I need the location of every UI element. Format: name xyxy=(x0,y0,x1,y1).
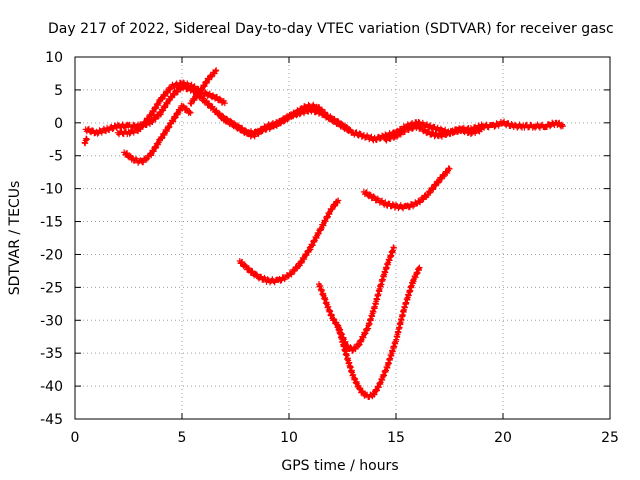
y-tick-label: -20 xyxy=(40,247,63,263)
series-track-start-dot xyxy=(81,135,90,147)
chart-title: Day 217 of 2022, Sidereal Day-to-day VTE… xyxy=(48,21,614,37)
y-tick-label: 0 xyxy=(54,116,63,132)
series-markers xyxy=(382,121,485,144)
data-series xyxy=(81,67,566,400)
y-tick-label: -5 xyxy=(49,149,63,165)
series-markers xyxy=(217,101,352,140)
y-tick-labels: 10 5 0 -5 -10 -15 -20 -25 -30 -35 -40 -45 xyxy=(40,50,63,428)
x-axis-label: GPS time / hours xyxy=(281,458,398,474)
series-markers xyxy=(316,244,397,354)
series-markers xyxy=(81,135,90,147)
y-tick-label: -35 xyxy=(40,346,63,362)
y-tick-label: 10 xyxy=(45,50,63,66)
x-tick-label: 5 xyxy=(178,430,187,446)
series-markers xyxy=(236,197,342,286)
y-tick-label: -45 xyxy=(40,412,63,428)
series-markers xyxy=(121,102,194,166)
y-tick-label: -25 xyxy=(40,280,63,296)
y-tick-label: -10 xyxy=(40,182,63,198)
x-tick-labels: 0 5 10 15 20 25 xyxy=(71,430,619,446)
y-tick-label: -30 xyxy=(40,313,63,329)
axis-ticks xyxy=(74,56,611,420)
y-tick-label: -40 xyxy=(40,379,63,395)
y-tick-label: -15 xyxy=(40,215,63,231)
series-track-middle-v xyxy=(316,244,397,354)
series-markers xyxy=(335,264,423,400)
series-track-main-right-2 xyxy=(382,121,485,144)
x-tick-label: 20 xyxy=(494,430,512,446)
series-markers xyxy=(187,67,220,107)
x-tick-label: 10 xyxy=(280,430,298,446)
x-tick-label: 25 xyxy=(601,430,619,446)
series-track-main-mid-2 xyxy=(217,101,352,140)
series-markers xyxy=(360,165,453,212)
x-tick-label: 0 xyxy=(71,430,80,446)
y-axis-label: SDTVAR / TECUs xyxy=(7,181,23,296)
series-track-upper-right-arc xyxy=(360,165,453,212)
series-track-left-u xyxy=(236,197,342,286)
series-track-spike xyxy=(187,67,220,107)
plot-frame xyxy=(74,56,611,420)
series-track-deep-v xyxy=(335,264,423,400)
x-tick-label: 15 xyxy=(387,430,405,446)
y-tick-label: 5 xyxy=(54,83,63,99)
series-track-dip-early xyxy=(121,102,194,166)
